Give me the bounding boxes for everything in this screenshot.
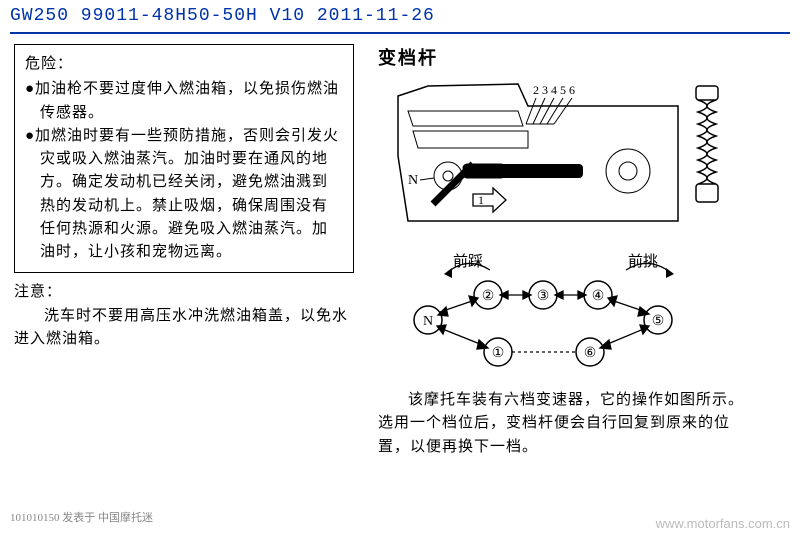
page-header: GW250 99011-48H50-50H V10 2011-11-26 [0, 0, 800, 32]
svg-text:6: 6 [569, 83, 575, 97]
svg-text:1: 1 [478, 193, 484, 207]
right-column: 变档杆 23 45 6 [378, 44, 758, 459]
danger-box: 危险： ●加油枪不要过度伸入燃油箱，以免损伤燃油传感器。 ●加燃油时要有一些预防… [14, 44, 354, 273]
svg-text:⑥: ⑥ [584, 346, 597, 361]
danger-bullet-2: ●加燃油时要有一些预防措施，否则会引发火灾或吸入燃油蒸汽。加油时要在通风的地方。… [25, 125, 343, 265]
svg-text:2: 2 [533, 83, 539, 97]
svg-text:①: ① [492, 346, 505, 361]
svg-text:N: N [423, 314, 433, 329]
svg-text:③: ③ [537, 289, 550, 304]
svg-text:5: 5 [560, 83, 566, 97]
shift-lever-illustration: 23 45 6 N 1 [378, 76, 738, 241]
gear-description: 该摩托车装有六档变速器，它的操作如图所示。选用一个档位后，变档杆便会自行回复到原… [378, 389, 758, 459]
left-column: 危险： ●加油枪不要过度伸入燃油箱，以免损伤燃油传感器。 ●加燃油时要有一些预防… [14, 44, 354, 459]
svg-text:④: ④ [592, 289, 605, 304]
watermark: www.motorfans.com.cn [656, 516, 790, 531]
divider [10, 32, 790, 34]
svg-text:3: 3 [542, 83, 548, 97]
label-front-press: 前踩 [453, 253, 483, 270]
content-area: 危险： ●加油枪不要过度伸入燃油箱，以免损伤燃油传感器。 ●加燃油时要有一些预防… [0, 38, 800, 465]
svg-text:N: N [408, 173, 418, 188]
note-block: 注意： 洗车时不要用高压水冲洗燃油箱盖，以免水进入燃油箱。 [14, 281, 354, 351]
note-title: 注意： [14, 281, 354, 304]
danger-bullet-1: ●加油枪不要过度伸入燃油箱，以免损伤燃油传感器。 [25, 78, 343, 125]
danger-title: 危险： [25, 53, 343, 76]
svg-text:4: 4 [551, 83, 557, 97]
section-title: 变档杆 [378, 44, 758, 70]
svg-text:⑤: ⑤ [652, 314, 665, 329]
label-front-lift: 前挑 [628, 253, 658, 270]
gear-sequence-diagram: 前踩 前挑 N ② ③ ④ ⑤ ① ⑥ [378, 250, 738, 380]
svg-text:②: ② [482, 289, 495, 304]
note-body: 洗车时不要用高压水冲洗燃油箱盖，以免水进入燃油箱。 [14, 305, 354, 352]
poster-stamp: 101010150 发表于 中国摩托迷 [10, 509, 153, 525]
